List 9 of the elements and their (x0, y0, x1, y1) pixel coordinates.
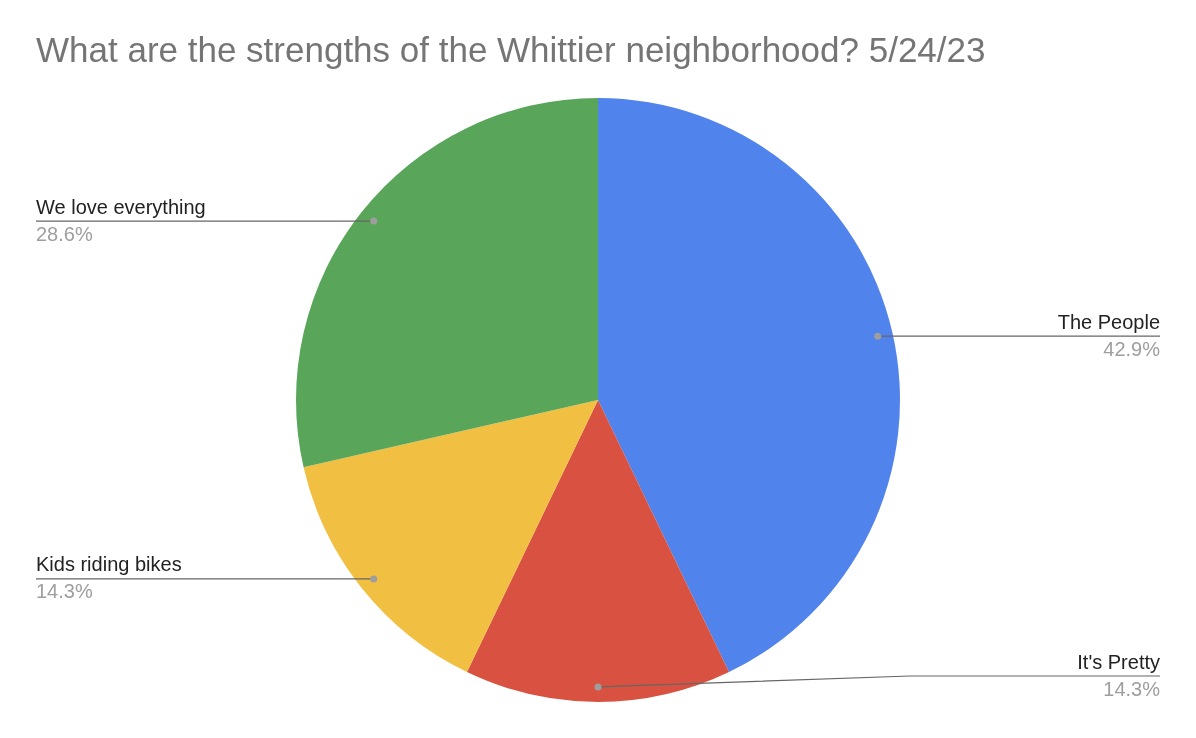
data-label: 42.9% (1103, 337, 1161, 360)
data-label: 14.3% (1103, 677, 1161, 700)
slice-label: It's Pretty (1077, 650, 1160, 673)
slice-label: Kids riding bikes (36, 553, 182, 576)
slice-label: The People (1057, 310, 1160, 333)
slice-label: We love everything (36, 195, 206, 218)
chart-title: What are the strengths of the Whittier neighborhood? 5/24/23 (36, 30, 986, 69)
data-label: 28.6% (36, 222, 93, 245)
data-label: 14.3% (36, 580, 93, 603)
